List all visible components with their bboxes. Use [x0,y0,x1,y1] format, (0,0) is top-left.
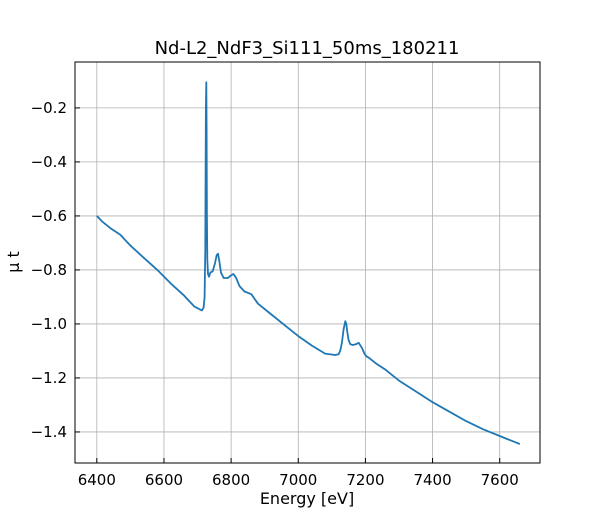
x-tick-label: 6800 [212,471,250,489]
x-tick-label: 7000 [279,471,317,489]
y-tick-label: −1.0 [31,315,67,333]
x-tick-label: 6600 [145,471,183,489]
x-axis-label: Energy [eV] [260,489,354,508]
x-tick-label: 7400 [413,471,451,489]
y-axis-label: μ t [4,251,23,273]
y-tick-label: −1.2 [31,369,67,387]
y-axis-ticks: −1.4 −1.2 −1.0 −0.8 −0.6 −0.4 −0.2 [31,99,80,441]
x-tick-label: 7200 [346,471,384,489]
series-layer [96,81,521,445]
series-line [96,81,521,445]
y-tick-label: −1.4 [31,423,67,441]
x-axis-ticks: 6400 6600 6800 7000 7200 7400 7600 [78,458,519,489]
y-tick-label: −0.8 [31,261,67,279]
grid-lines [75,62,540,463]
plot-frame [74,61,541,464]
y-tick-label: −0.2 [31,99,67,117]
y-tick-label: −0.4 [31,153,67,171]
y-tick-label: −0.6 [31,207,67,225]
x-tick-label: 7600 [481,471,519,489]
chart-title: Nd-L2_NdF3_Si111_50ms_180211 [155,38,460,59]
x-tick-label: 6400 [78,471,116,489]
